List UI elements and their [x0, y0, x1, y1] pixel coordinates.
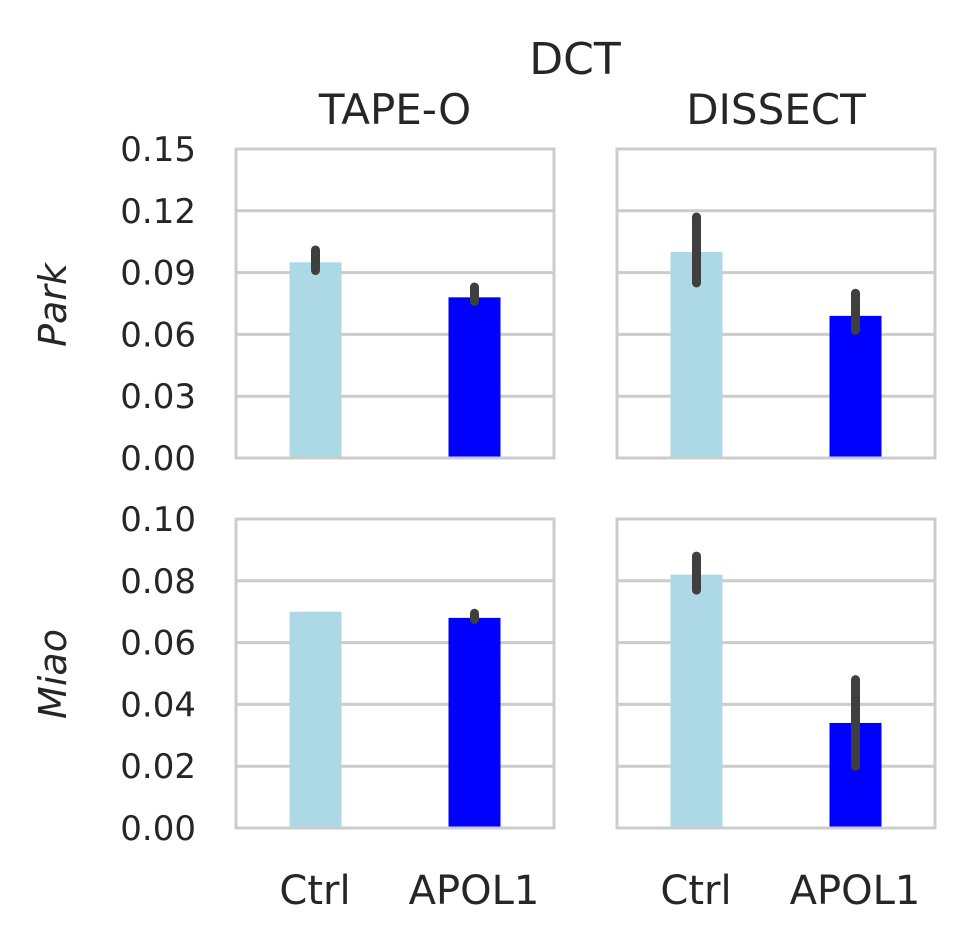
figure-title: DCT — [529, 34, 621, 85]
bar-apol1 — [448, 617, 501, 828]
bar-ctrl — [289, 611, 342, 828]
y-tick-label: 0.06 — [120, 315, 196, 355]
y-tick-label: 0.04 — [120, 685, 196, 725]
y-tick-label: 0.10 — [120, 500, 196, 540]
frame-layer — [234, 147, 937, 830]
column-title-tape-o: TAPE-O — [318, 85, 471, 134]
bar-ctrl — [670, 574, 723, 828]
bar-apol1 — [448, 297, 501, 458]
y-tick-label: 0.09 — [120, 254, 196, 294]
bar-ctrl — [289, 262, 342, 458]
panel-frame — [615, 147, 937, 460]
bar-layer — [289, 252, 882, 828]
row-label-miao: Miao — [31, 629, 75, 719]
bar-apol1 — [829, 315, 882, 458]
y-tick-label: 0.03 — [120, 377, 196, 417]
y-tick-label: 0.00 — [120, 809, 196, 849]
panel-frame — [615, 517, 937, 830]
x-tick-label: Ctrl — [660, 868, 731, 914]
text-layer: DCT TAPE-O DISSECT Park Miao Ctrl APOL1 … — [31, 34, 920, 914]
y-tick-label: 0.06 — [120, 624, 196, 664]
y-tick-label: 0.08 — [120, 562, 196, 602]
x-tick-label: Ctrl — [279, 868, 350, 914]
panel-frame — [234, 517, 556, 830]
y-tick-label: 0.15 — [120, 130, 196, 170]
y-tick-label: 0.02 — [120, 747, 196, 787]
column-title-dissect: DISSECT — [686, 85, 866, 134]
panel-frame — [234, 147, 556, 460]
errorbar-layer — [311, 212, 860, 771]
y-tick-label: 0.00 — [120, 439, 196, 479]
row-label-park: Park — [31, 261, 75, 347]
x-tick-label: APOL1 — [409, 868, 540, 914]
x-tick-label: APOL1 — [790, 868, 921, 914]
y-tick-label: 0.12 — [120, 192, 196, 232]
